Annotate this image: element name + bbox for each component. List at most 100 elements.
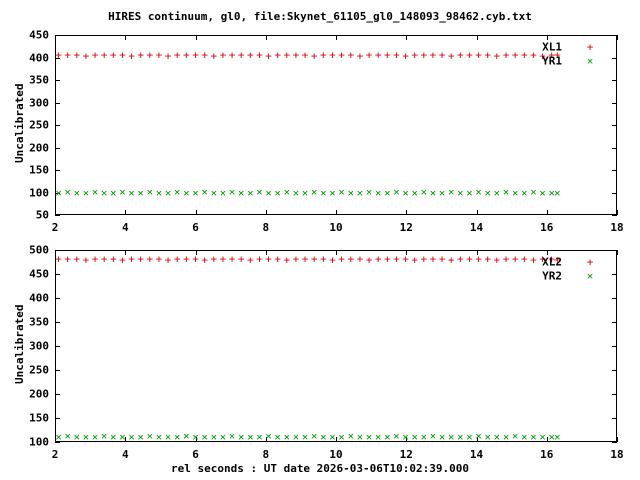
data-point-YR2: ×	[237, 430, 245, 444]
data-point-XL1: +	[283, 48, 291, 62]
x-tick-mark-bottom-6-1	[477, 250, 478, 255]
data-point-XL2: +	[548, 252, 555, 266]
data-point-XL1: +	[484, 48, 492, 62]
y-tick-mark-top-8-1	[612, 35, 617, 36]
data-point-YR2: ×	[246, 430, 254, 444]
data-point-YR1: ×	[429, 186, 437, 199]
data-point-XL1: +	[457, 48, 464, 62]
data-point-YR1: ×	[201, 185, 208, 199]
data-point-XL2: +	[475, 252, 482, 266]
legend-label-YR1: YR1	[542, 54, 562, 68]
y-tick-mark-top-5-0	[55, 103, 60, 104]
data-point-YR1: ×	[128, 186, 135, 199]
data-point-XL2: +	[192, 252, 199, 266]
data-point-YR2: ×	[347, 429, 355, 443]
data-point-YR2: ×	[283, 430, 291, 444]
y-tick-mark-bottom-5-0	[55, 322, 60, 323]
data-point-YR1: ×	[155, 186, 163, 199]
y-tick-mark-bottom-3-0	[55, 370, 60, 371]
data-point-YR1: ×	[292, 186, 300, 199]
data-point-XL2: +	[553, 253, 561, 267]
data-point-XL2: +	[347, 252, 355, 266]
data-point-XL1: +	[246, 48, 254, 62]
y-tick-label-bottom-2: 200	[29, 387, 49, 401]
data-point-YR1: ×	[484, 186, 492, 199]
y-tick-mark-top-5-1	[612, 103, 617, 104]
data-point-YR1: ×	[82, 186, 90, 199]
data-point-XL2: +	[219, 252, 227, 266]
legend-marker-XL2: +	[586, 255, 594, 269]
data-point-YR2: ×	[402, 430, 409, 444]
x-axis-label: rel seconds : UT date 2026-03-06T10:02:3…	[170, 462, 469, 475]
data-point-XL2: +	[55, 252, 62, 266]
data-point-XL1: +	[265, 49, 272, 63]
y-tick-label-top-0: 50	[35, 208, 49, 222]
data-point-XL2: +	[511, 252, 519, 266]
data-point-YR1: ×	[246, 186, 254, 199]
data-point-XL2: +	[283, 253, 291, 267]
data-point-XL1: +	[119, 48, 126, 62]
data-point-XL1: +	[553, 48, 561, 62]
y-tick-label-bottom-6: 400	[29, 291, 49, 305]
data-point-YR2: ×	[374, 430, 382, 444]
data-point-XL1: +	[183, 48, 190, 62]
data-point-YR2: ×	[329, 430, 336, 444]
x-tick-mark-bottom-3-0	[266, 437, 267, 442]
data-point-YR1: ×	[466, 186, 473, 199]
y-tick-label-top-1: 100	[29, 186, 49, 199]
data-point-YR2: ×	[265, 429, 272, 443]
data-point-YR2: ×	[539, 430, 546, 444]
y-tick-label-bottom-5: 350	[29, 315, 49, 329]
data-point-XL1: +	[329, 48, 336, 62]
data-point-YR1: ×	[457, 186, 464, 199]
data-point-YR1: ×	[137, 186, 145, 199]
y-tick-mark-bottom-7-0	[55, 274, 60, 275]
data-point-XL2: +	[310, 252, 318, 266]
data-point-XL1: +	[411, 48, 418, 62]
x-tick-label-bottom-3: 8	[262, 448, 270, 461]
data-point-YR1: ×	[256, 185, 263, 199]
data-point-YR1: ×	[411, 186, 418, 199]
data-point-XL2: +	[393, 252, 400, 266]
y-tick-mark-bottom-8-1	[612, 250, 617, 251]
y-tick-mark-bottom-8-0	[55, 250, 60, 251]
data-point-YR2: ×	[128, 430, 135, 444]
x-tick-label-top-3: 8	[262, 221, 270, 234]
data-point-YR2: ×	[475, 429, 482, 443]
data-point-XL2: +	[447, 253, 455, 267]
data-point-YR1: ×	[283, 185, 291, 199]
x-tick-mark-bottom-8-0	[617, 437, 618, 442]
data-point-XL1: +	[438, 48, 446, 62]
x-tick-mark-bottom-7-0	[547, 437, 548, 442]
data-point-YR1: ×	[356, 186, 364, 199]
x-tick-mark-bottom-0-1	[55, 250, 56, 255]
data-point-YR1: ×	[183, 186, 190, 199]
data-point-XL2: +	[429, 252, 437, 266]
data-point-YR2: ×	[119, 430, 126, 444]
y-tick-mark-bottom-0-0	[55, 442, 60, 443]
y-tick-label-top-7: 400	[29, 51, 49, 64]
x-tick-mark-top-7-0	[547, 210, 548, 215]
y-tick-mark-bottom-3-1	[612, 370, 617, 371]
data-point-YR1: ×	[347, 186, 355, 199]
data-point-XL1: +	[146, 48, 154, 62]
data-point-YR1: ×	[100, 186, 108, 199]
x-tick-mark-top-1-0	[125, 210, 126, 215]
y-tick-mark-bottom-1-1	[612, 418, 617, 419]
data-point-YR2: ×	[183, 429, 190, 443]
x-tick-mark-bottom-4-0	[336, 437, 337, 442]
data-point-XL2: +	[173, 252, 181, 266]
x-tick-mark-top-6-0	[477, 210, 478, 215]
data-point-YR1: ×	[539, 186, 546, 199]
legend-label-XL2: XL2	[542, 255, 562, 269]
data-point-YR1: ×	[146, 185, 154, 199]
data-point-XL2: +	[119, 253, 126, 267]
data-point-YR1: ×	[64, 185, 71, 199]
legend-marker-YR1: ×	[586, 54, 594, 68]
x-tick-mark-top-0-0	[55, 210, 56, 215]
data-point-XL1: +	[511, 48, 519, 62]
y-tick-label-top-4: 250	[29, 118, 49, 132]
x-tick-mark-bottom-4-1	[336, 250, 337, 255]
x-tick-label-top-1: 4	[121, 221, 129, 234]
data-point-YR1: ×	[210, 186, 218, 199]
